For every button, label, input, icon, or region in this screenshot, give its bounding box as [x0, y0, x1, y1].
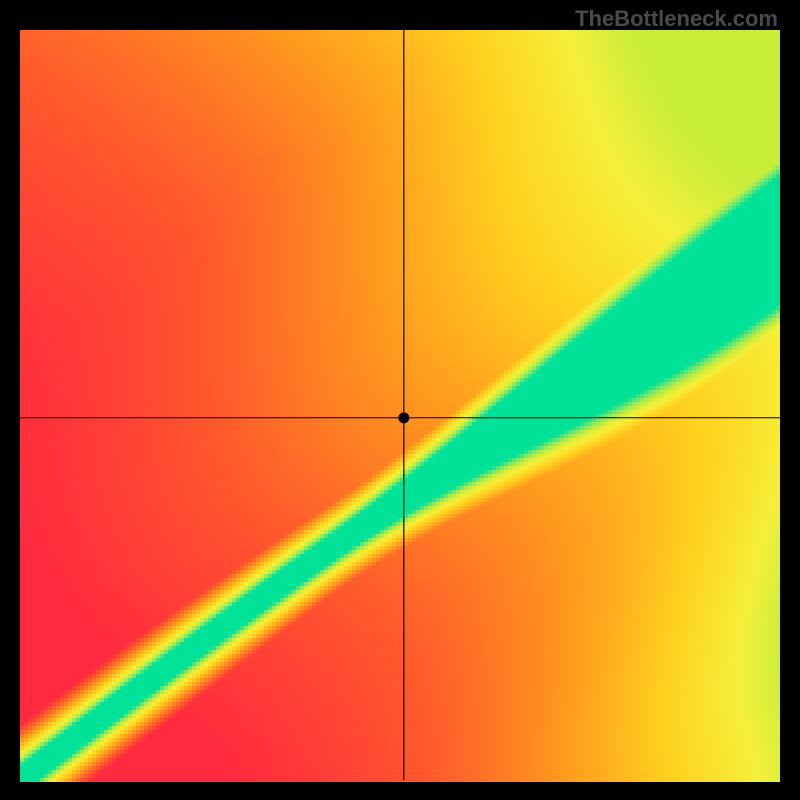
watermark-text: TheBottleneck.com	[575, 6, 778, 32]
heatmap-canvas	[0, 0, 800, 800]
figure-container: TheBottleneck.com	[0, 0, 800, 800]
